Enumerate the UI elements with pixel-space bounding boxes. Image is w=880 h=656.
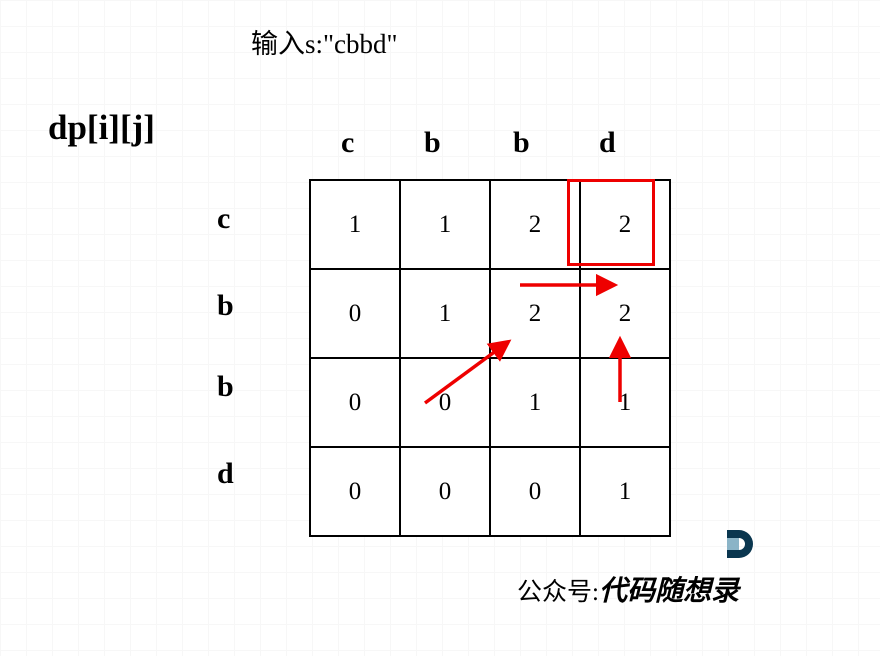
cell-2-1: 0: [400, 358, 490, 447]
cell-1-0: 0: [310, 269, 400, 358]
dp-heading: dp[i][j]: [48, 108, 155, 148]
cell-2-0: 0: [310, 358, 400, 447]
row-header-0: c: [217, 202, 230, 236]
cell-3-2: 0: [490, 447, 580, 536]
cell-1-1: 1: [400, 269, 490, 358]
cell-0-0: 1: [310, 180, 400, 269]
row-header-3: d: [217, 457, 234, 491]
cell-1-2: 2: [490, 269, 580, 358]
table-row: 1 1 2 2: [310, 180, 670, 269]
credit-brand: 代码随想录: [599, 576, 739, 607]
dp-table: 1 1 2 2 0 1 2 2 0 0 1 1 0 0 0 1: [309, 179, 671, 537]
cell-0-3: 2: [580, 180, 670, 269]
col-header-3: d: [599, 126, 616, 160]
col-header-1: b: [424, 126, 441, 160]
cell-0-1: 1: [400, 180, 490, 269]
cell-0-2: 2: [490, 180, 580, 269]
col-header-0: c: [341, 126, 354, 160]
table-row: 0 0 0 1: [310, 447, 670, 536]
cell-2-3: 1: [580, 358, 670, 447]
credit-line: 公众号:代码随想录: [517, 569, 739, 609]
credit-prefix: 公众号:: [517, 579, 599, 606]
row-header-2: b: [217, 370, 234, 404]
brand-logo-icon: [721, 526, 757, 562]
cell-1-3: 2: [580, 269, 670, 358]
cell-3-3: 1: [580, 447, 670, 536]
table-row: 0 0 1 1: [310, 358, 670, 447]
cell-3-1: 0: [400, 447, 490, 536]
cell-2-2: 1: [490, 358, 580, 447]
table-row: 0 1 2 2: [310, 269, 670, 358]
input-string-label: 输入s:"cbbd": [251, 22, 398, 61]
row-header-1: b: [217, 289, 234, 323]
cell-3-0: 0: [310, 447, 400, 536]
col-header-2: b: [513, 126, 530, 160]
